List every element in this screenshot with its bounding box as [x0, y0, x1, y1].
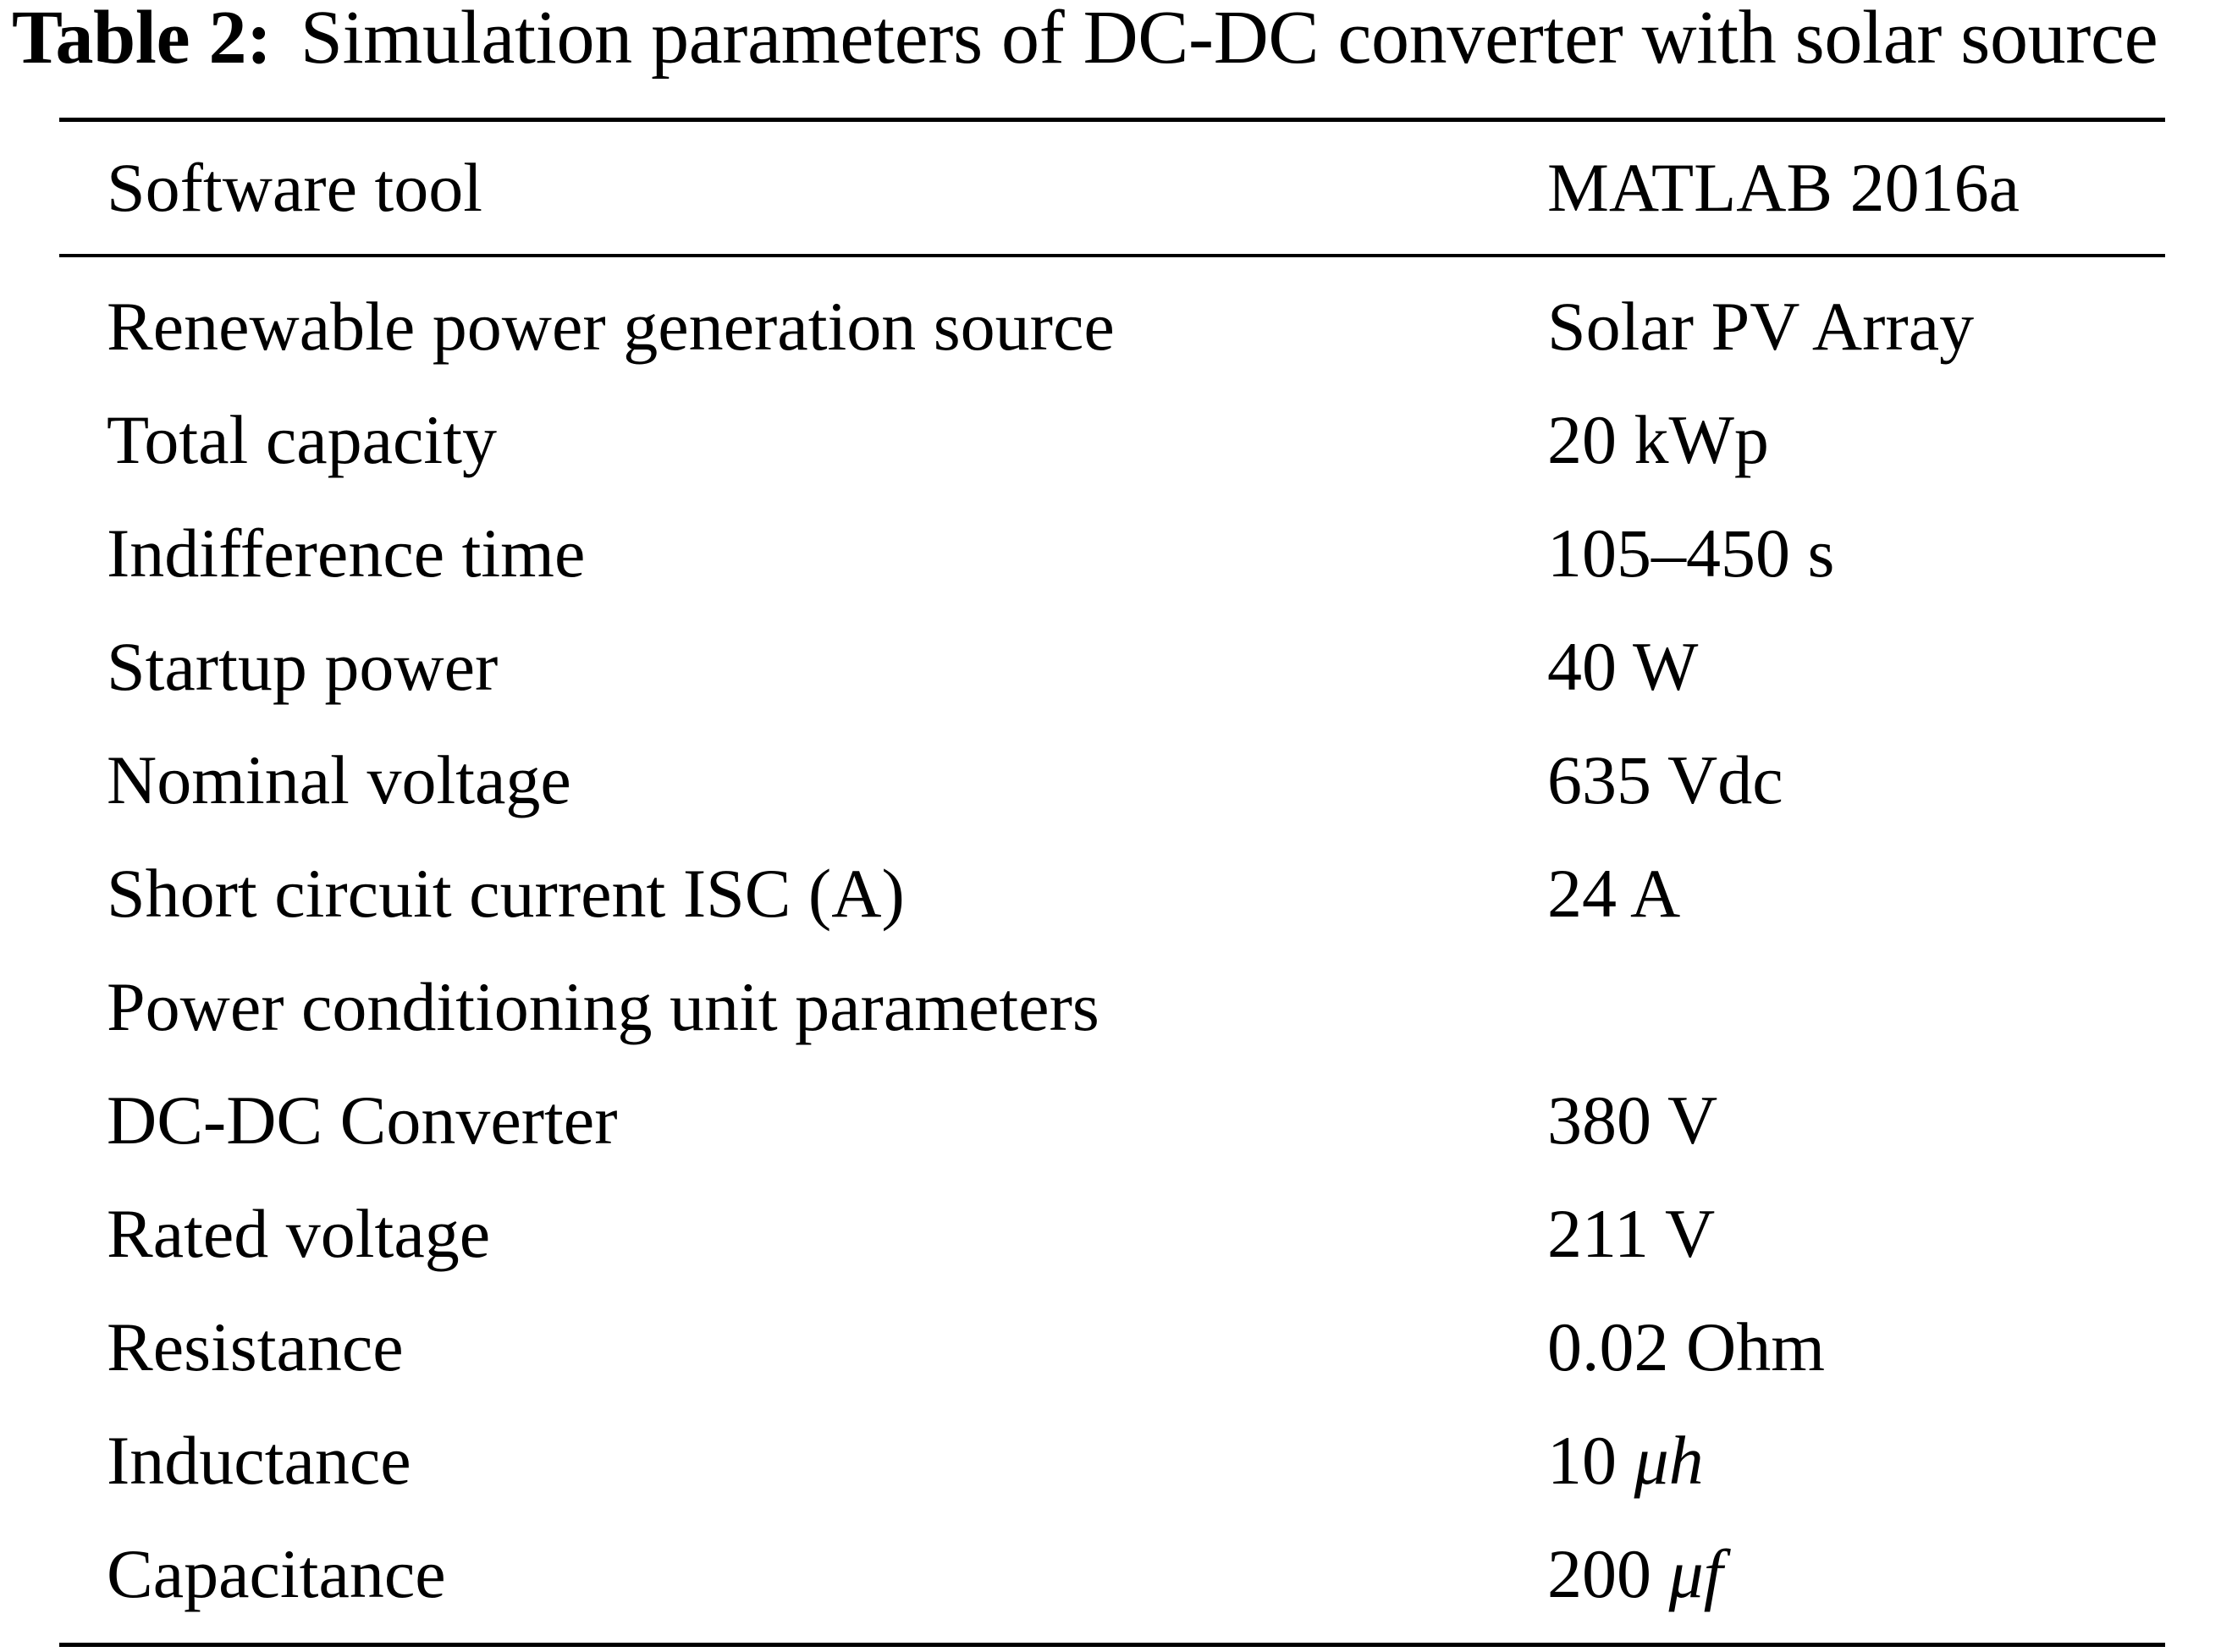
value-cell: 211 V — [1547, 1195, 1716, 1272]
header-value-cell: MATLAB 2016a — [1547, 149, 2020, 226]
param-cell: Short circuit current ISC (A) — [107, 855, 905, 932]
value-cell: 0.02 Ohm — [1547, 1308, 1825, 1385]
table-row: Rated voltage 211 V — [0, 1183, 2221, 1285]
value-cell: 20 kWp — [1547, 401, 1769, 478]
value-cell: 24 A — [1547, 855, 1681, 932]
table-caption-text: Simulation parameters of DC-DC converter… — [300, 0, 2158, 80]
param-cell: Resistance — [107, 1308, 404, 1385]
value-cell: 105–450 s — [1547, 515, 1835, 592]
param-cell: Total capacity — [107, 401, 497, 478]
param-cell: Power conditioning unit parameters — [107, 968, 1099, 1045]
table-row: Resistance 0.02 Ohm — [0, 1297, 2221, 1398]
table-row: Power conditioning unit parameters — [0, 956, 2221, 1058]
table-row: Indifference time 105–450 s — [0, 503, 2221, 604]
param-cell: Rated voltage — [107, 1195, 491, 1272]
param-cell: Indifference time — [107, 515, 586, 592]
value-cell: 40 W — [1547, 628, 1699, 705]
table-row: Startup power 40 W — [0, 616, 2221, 718]
table-header-row: Software tool MATLAB 2016a — [0, 137, 2221, 239]
param-cell: Capacitance — [107, 1535, 446, 1612]
value-cell: 200 μf — [1547, 1523, 1722, 1625]
table-row: Renewable power generation source Solar … — [0, 276, 2221, 377]
value-number: 200 — [1547, 1535, 1651, 1612]
value-number: 10 — [1547, 1422, 1617, 1499]
table-row: Inductance 10 μh — [0, 1410, 2221, 1512]
table-row: DC-DC Converter 380 V — [0, 1070, 2221, 1171]
table-row: Nominal voltage 635 Vdc — [0, 730, 2221, 831]
value-cell: 380 V — [1547, 1082, 1718, 1159]
table-row: Capacitance 200 μf — [0, 1523, 2221, 1625]
table-header-rule — [59, 254, 2165, 257]
table-top-rule — [59, 118, 2165, 122]
value-unit: μh — [1634, 1422, 1704, 1499]
table-bottom-rule — [59, 1643, 2165, 1647]
param-cell: Renewable power generation source — [107, 288, 1115, 365]
table-row: Short circuit current ISC (A) 24 A — [0, 843, 2221, 944]
param-cell: Startup power — [107, 628, 499, 705]
table-caption-label: Table 2: — [12, 0, 272, 80]
param-cell: Nominal voltage — [107, 741, 571, 818]
value-unit: μf — [1668, 1535, 1723, 1612]
param-cell: Inductance — [107, 1422, 411, 1499]
value-cell: Solar PV Array — [1547, 288, 1975, 365]
table-row: Total capacity 20 kWp — [0, 389, 2221, 491]
param-cell: DC-DC Converter — [107, 1082, 618, 1159]
value-cell: 635 Vdc — [1547, 741, 1783, 818]
table-caption: Table 2: Simulation parameters of DC-DC c… — [12, 0, 2158, 76]
value-cell: 10 μh — [1547, 1410, 1704, 1512]
header-param-cell: Software tool — [107, 149, 483, 226]
